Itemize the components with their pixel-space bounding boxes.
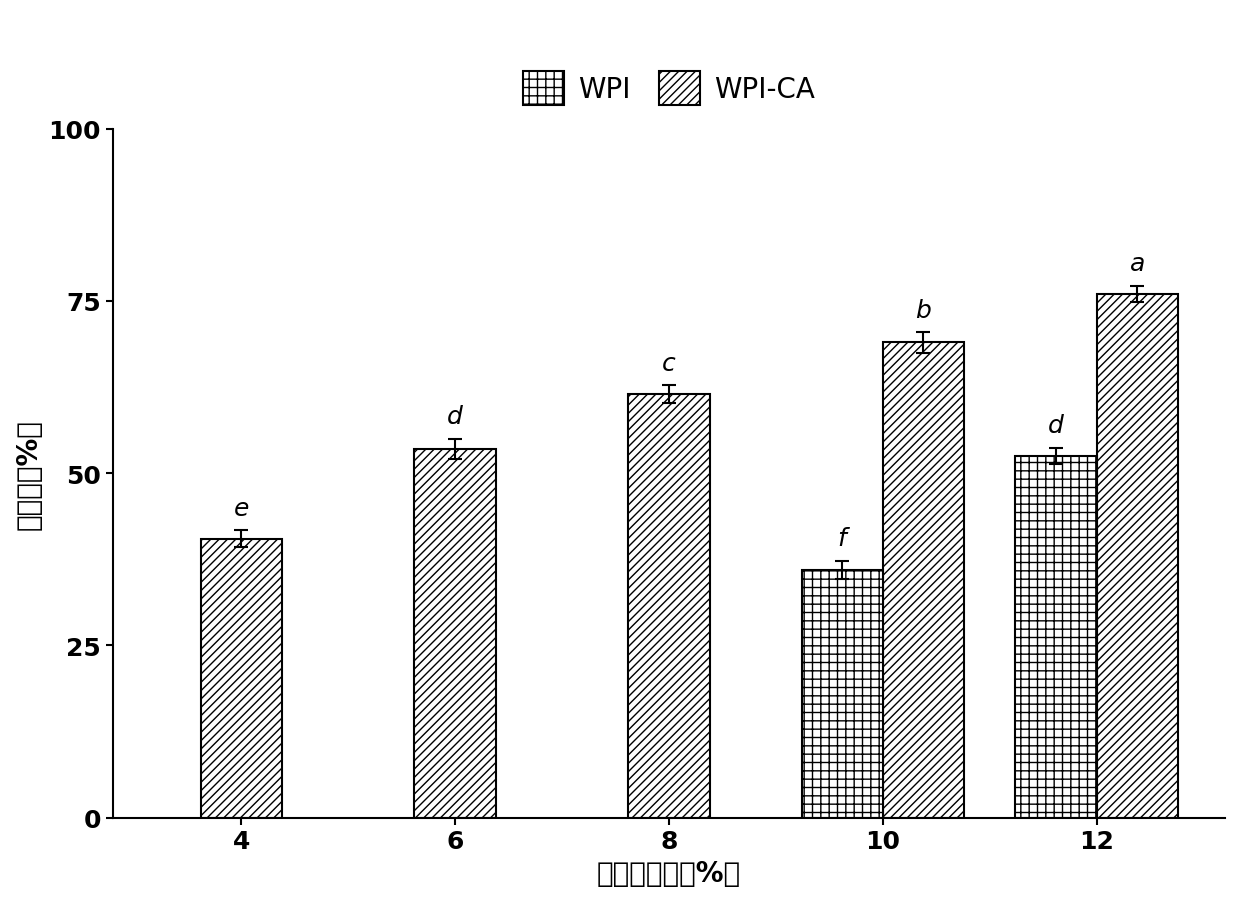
Bar [1016,456,1096,818]
Text: c: c [662,351,676,375]
Bar [201,539,281,818]
Bar [414,449,496,818]
X-axis label: 蛋白质浓度（%）: 蛋白质浓度（%） [596,859,742,887]
Text: b: b [915,299,931,322]
Bar [801,570,883,818]
Text: e: e [233,496,249,520]
Text: f: f [838,527,847,551]
Bar [883,343,963,818]
Text: d: d [448,405,463,429]
Bar [629,394,709,818]
Bar [1096,295,1178,818]
Text: a: a [1130,253,1145,276]
Y-axis label: 保水性（%）: 保水性（%） [15,419,43,529]
Legend: WPI, WPI-CA: WPI, WPI-CA [512,60,826,117]
Text: d: d [1048,414,1064,437]
